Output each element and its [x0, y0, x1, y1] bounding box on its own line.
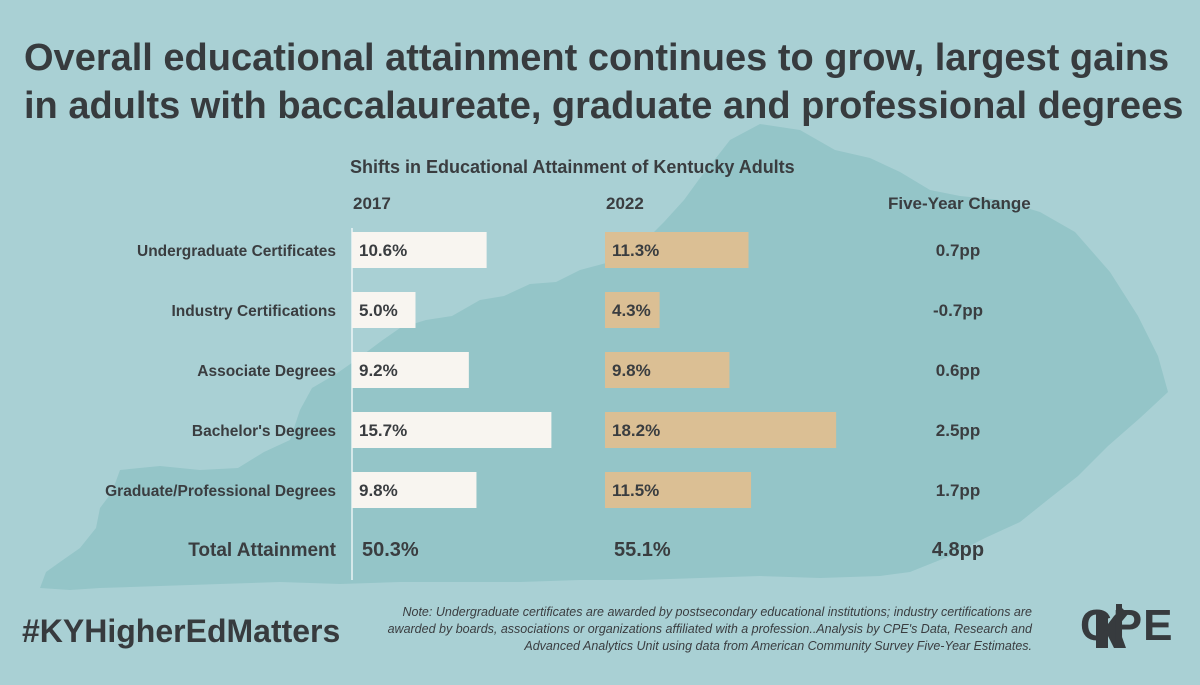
bar-2017-industry-certifications [352, 292, 416, 328]
bar-2022-industry-certifications [605, 292, 660, 328]
change-label-associate-degrees: 0.6pp [936, 361, 980, 380]
data-label-2022-industry-certifications: 4.3% [612, 301, 651, 320]
cpe-logo-text: CPE [1080, 601, 1174, 650]
column-header-five-year-change: Five-Year Change [888, 194, 1031, 213]
cpe-logo-icon [1096, 604, 1128, 648]
change-label-graduate-professional-degrees: 1.7pp [936, 481, 980, 500]
data-label-2017-industry-certifications: 5.0% [359, 301, 398, 320]
total-change: 4.8pp [932, 539, 984, 561]
data-label-2022-bachelor-s-degrees: 18.2% [612, 421, 660, 440]
bar-2017-associate-degrees [352, 352, 469, 388]
bar-2017-bachelor-s-degrees [352, 412, 552, 448]
data-label-2022-associate-degrees: 9.8% [612, 361, 651, 380]
data-label-2022-undergraduate-certificates: 11.3% [612, 241, 659, 260]
category-label-undergraduate-certificates: Undergraduate Certificates [137, 243, 336, 260]
bar-2022-associate-degrees [605, 352, 730, 388]
hashtag: #KYHigherEdMatters [22, 613, 341, 649]
bar-2017-undergraduate-certificates [352, 232, 487, 268]
data-label-2017-graduate-professional-degrees: 9.8% [359, 481, 398, 500]
data-label-2017-undergraduate-certificates: 10.6% [359, 241, 407, 260]
kentucky-map-shape [40, 124, 1168, 590]
bar-2022-graduate-professional-degrees [605, 472, 752, 508]
headline-line-2: in adults with baccalaureate, graduate a… [24, 85, 1184, 127]
category-label-associate-degrees: Associate Degrees [197, 363, 336, 380]
headline: Overall educational attainment continues… [24, 34, 1184, 130]
data-label-2017-bachelor-s-degrees: 15.7% [359, 421, 407, 440]
footnote: Note: Undergraduate certificates are awa… [387, 605, 1032, 653]
change-label-industry-certifications: -0.7pp [933, 301, 983, 320]
category-label-bachelor-s-degrees: Bachelor's Degrees [192, 423, 336, 440]
change-label-bachelor-s-degrees: 2.5pp [936, 421, 980, 440]
total-label: Total Attainment [188, 540, 336, 561]
column-header-2017: 2017 [353, 194, 391, 213]
bar-2017-graduate-professional-degrees [352, 472, 477, 508]
category-label-industry-certifications: Industry Certifications [172, 303, 337, 320]
change-label-undergraduate-certificates: 0.7pp [936, 241, 980, 260]
total-2022: 55.1% [614, 539, 671, 561]
bar-2022-bachelor-s-degrees [605, 412, 837, 448]
total-2017: 50.3% [362, 539, 419, 561]
data-label-2017-associate-degrees: 9.2% [359, 361, 398, 380]
bar-2022-undergraduate-certificates [605, 232, 749, 268]
category-label-graduate-professional-degrees: Graduate/Professional Degrees [105, 483, 336, 500]
column-header-2022: 2022 [606, 194, 644, 213]
headline-line-1: Overall educational attainment continues… [24, 37, 1170, 79]
chart-title: Shifts in Educational Attainment of Kent… [350, 157, 795, 177]
data-label-2022-graduate-professional-degrees: 11.5% [612, 481, 659, 500]
